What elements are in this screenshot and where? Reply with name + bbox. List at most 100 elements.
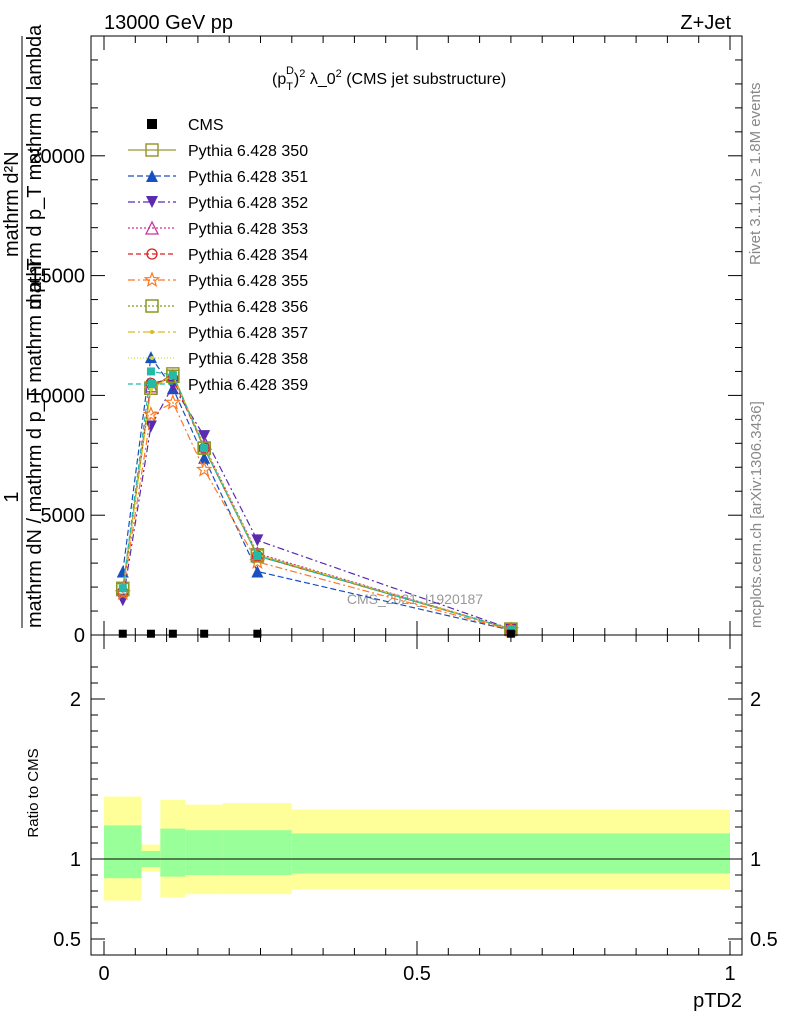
series-point <box>168 371 177 380</box>
cms-point <box>168 629 177 638</box>
legend-marker <box>143 271 161 288</box>
cms-point <box>146 629 155 638</box>
ratio-y-tick-labels: 0.5 0.5 1 1 2 2 <box>53 689 778 951</box>
series-line <box>122 401 512 631</box>
legend-item-series-8: Pythia 6.428 358 <box>128 351 308 368</box>
rivet-label: Rivet 3.1.10, ≥ 1.8M events <box>747 83 764 266</box>
legend-marker <box>150 356 154 360</box>
series-point <box>144 420 157 433</box>
plot-title: (pTD)2 λ_02 (CMS jet substructure) <box>272 65 506 93</box>
series-line <box>122 355 512 631</box>
legend-item-series-0: Pythia 6.428 350 <box>128 143 308 160</box>
ratio-y-tick-label: 1 <box>70 849 81 871</box>
legend-item-series-7: Pythia 6.428 357 <box>128 325 308 342</box>
main-y-tick-label: 20000 <box>29 146 85 168</box>
series-point <box>146 367 155 376</box>
energy-label: 13000 GeV pp <box>104 12 233 34</box>
legend-item-cms: CMS <box>147 117 224 134</box>
ratio-band-inner <box>185 830 223 875</box>
series-point <box>251 565 264 578</box>
x-tick-label: 1 <box>724 963 735 985</box>
mcplots-label: mcplots.cern.ch [arXiv:1306.3436] <box>748 401 765 628</box>
process-label: Z+Jet <box>680 12 731 34</box>
legend-item-series-2: Pythia 6.428 352 <box>128 195 308 212</box>
ratio-y-tick-label: 0.5 <box>53 929 81 951</box>
series-point <box>198 451 211 464</box>
legend-label: Pythia 6.428 350 <box>188 143 308 160</box>
cms-point <box>118 629 127 638</box>
legend-marker <box>144 220 160 235</box>
series-point <box>116 582 130 597</box>
legend-item-series-6: Pythia 6.428 356 <box>128 299 308 316</box>
legend-marker <box>146 248 158 260</box>
main-y-axis-label: 1 mathrm dN / mathrm d p_T mathrm d p_T … <box>1 24 46 628</box>
legend-label: Pythia 6.428 355 <box>188 273 308 290</box>
series-point <box>506 625 515 634</box>
series-point <box>198 442 210 454</box>
legend-item-series-3: Pythia 6.428 353 <box>128 220 308 238</box>
series-point <box>116 594 129 607</box>
legend-item-series-1: Pythia 6.428 351 <box>128 169 308 186</box>
cms-point <box>253 629 262 638</box>
ratio-axis-ticks <box>91 635 742 955</box>
series-point <box>164 393 182 410</box>
main-y-tick-label: 10000 <box>29 385 85 407</box>
ratio-y-tick-label-right: 1 <box>750 849 761 871</box>
series-point <box>166 369 180 383</box>
legend-marker <box>150 330 154 334</box>
ratio-band-inner <box>104 825 142 879</box>
series-point <box>198 430 211 443</box>
legend-label: Pythia 6.428 351 <box>188 169 308 186</box>
legend-marker <box>147 119 157 129</box>
legend-marker <box>145 143 159 157</box>
main-y-tick-label: 5000 <box>41 505 86 527</box>
ratio-x-tick-labels: 0 0.5 1 <box>98 963 735 985</box>
ratio-y-tick-label: 2 <box>70 689 81 711</box>
y-label-numerator-2: mathrm d²N <box>1 151 23 257</box>
series-point <box>195 461 213 477</box>
series-point <box>118 584 127 593</box>
main-y-tick-labels: 0 5000 10000 15000 20000 <box>29 146 85 647</box>
ratio-y-axis-label: Ratio to CMS <box>25 748 42 837</box>
legend-marker <box>148 380 156 388</box>
series-9 <box>118 367 515 634</box>
legend-label: Pythia 6.428 353 <box>188 221 308 238</box>
ratio-band-inner <box>222 830 292 875</box>
legend-label: Pythia 6.428 352 <box>188 195 308 212</box>
y-label-numerator-1: 1 <box>1 491 23 502</box>
legend-item-series-5: Pythia 6.428 355 <box>128 271 308 290</box>
series-line <box>122 370 512 630</box>
cms-point <box>200 629 209 638</box>
series-point <box>197 441 211 455</box>
x-axis-label: pTD2 <box>693 990 742 1012</box>
ratio-uncertainty-bands <box>104 796 730 901</box>
main-plot-panel: 0 5000 10000 15000 20000 CMS_2021_I1920187 (… <box>1 24 743 647</box>
x-tick-label: 0 <box>98 963 109 985</box>
legend-marker <box>145 299 159 313</box>
series-point <box>253 551 262 560</box>
legend-marker <box>146 170 158 182</box>
ratio-frame <box>90 634 743 956</box>
series-layer <box>114 351 520 637</box>
legend-label: Pythia 6.428 358 <box>188 351 308 368</box>
watermark: CMS_2021_I1920187 <box>347 591 483 607</box>
legend-item-series-9: Pythia 6.428 359 <box>128 377 308 394</box>
series-point <box>251 534 264 547</box>
main-y-tick-label: 0 <box>74 625 85 647</box>
ratio-y-tick-label-right: 2 <box>750 689 761 711</box>
series-point <box>148 387 153 392</box>
legend-item-series-4: Pythia 6.428 354 <box>128 247 308 264</box>
y-label-denominator-1: mathrm dN / mathrm d p_T mathrm d p_T <box>24 258 46 628</box>
legend-marker <box>146 196 158 208</box>
x-tick-label: 0.5 <box>403 963 431 985</box>
series-point <box>250 549 265 563</box>
legend-label: Pythia 6.428 357 <box>188 325 308 342</box>
legend-label: CMS <box>188 117 224 134</box>
ratio-band-inner <box>291 833 730 874</box>
cms-point <box>506 629 515 638</box>
legend-label: Pythia 6.428 356 <box>188 299 308 316</box>
series-point <box>249 553 266 569</box>
legend: CMS Pythia 6.428 350 Pythia 6.428 351 Pythi… <box>128 117 308 394</box>
main-y-tick-label: 15000 <box>29 266 85 288</box>
